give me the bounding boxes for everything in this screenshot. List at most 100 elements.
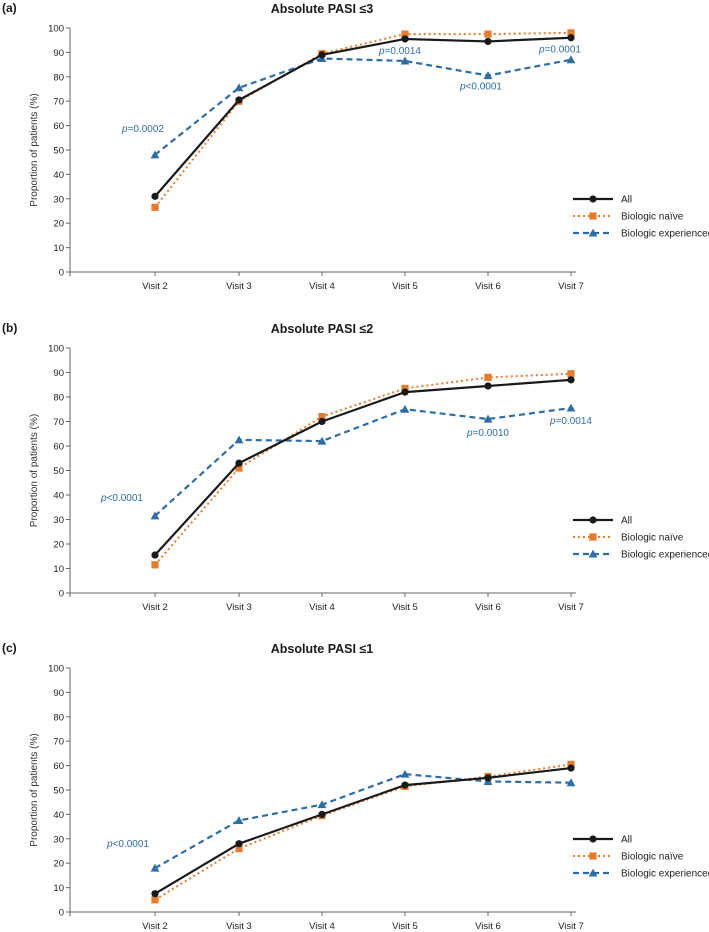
- y-tick-label: 30: [53, 515, 64, 526]
- point-biologic-experienced: [588, 868, 598, 877]
- y-tick-label: 80: [53, 712, 64, 723]
- point-biologic-experienced: [400, 404, 410, 413]
- point-biologic-experienced: [234, 435, 244, 444]
- series-experienced: [150, 769, 576, 872]
- p-value-annotation: p<0.0001: [106, 839, 149, 850]
- point-all: [567, 376, 575, 384]
- legend-label: Biologic naïve: [621, 212, 684, 223]
- y-tick-label: 90: [53, 368, 64, 379]
- x-tick-label: Visit 5: [392, 281, 418, 290]
- legend-item-all: All: [573, 835, 632, 846]
- point-biologic-naive: [567, 29, 575, 37]
- series-line-experienced: [154, 773, 572, 870]
- p-value-annotation: p=0.0014: [549, 416, 592, 427]
- x-tick-label: Visit 3: [226, 602, 252, 610]
- y-tick-label: 90: [53, 688, 64, 699]
- series-line-all: [154, 378, 572, 556]
- y-tick-label: 10: [53, 564, 64, 575]
- point-all: [484, 37, 492, 46]
- y-tick-label: 10: [53, 883, 64, 894]
- p-symbol: p: [121, 124, 128, 135]
- p-value: =0.0001: [545, 45, 582, 56]
- x-tick-label: Visit 3: [226, 281, 252, 290]
- y-tick-label: 50: [53, 146, 64, 157]
- series-line-naive: [154, 372, 572, 566]
- x-tick-label: Visit 2: [142, 921, 168, 932]
- x-tick-label: Visit 7: [558, 602, 584, 610]
- series-line-all: [154, 36, 572, 198]
- point-all: [401, 781, 409, 789]
- point-all: [235, 459, 243, 467]
- panel-label: (a): [2, 1, 17, 15]
- y-tick-label: 0: [59, 589, 64, 600]
- y-tick-label: 30: [53, 194, 64, 205]
- x-tick-label: Visit 6: [475, 602, 501, 610]
- p-value-annotation: p<0.0001: [100, 493, 143, 504]
- p-value-annotation: p<0.0001: [459, 82, 502, 93]
- series-all: [151, 764, 575, 898]
- p-value: =0.0014: [385, 46, 422, 57]
- p-value: =0.0014: [556, 416, 593, 427]
- p-value: <0.0001: [466, 82, 503, 93]
- p-symbol: p: [100, 493, 107, 504]
- point-all: [235, 840, 243, 848]
- legend-item-all: All: [573, 195, 632, 206]
- series-all: [151, 34, 575, 200]
- point-biologic-naive: [151, 896, 159, 904]
- point-biologic-naive: [401, 30, 409, 38]
- point-all: [318, 417, 326, 426]
- series-line-naive: [154, 763, 572, 901]
- series-line-experienced: [154, 406, 572, 517]
- point-all: [151, 890, 159, 898]
- point-biologic-naive: [235, 464, 243, 472]
- y-tick-label: 60: [53, 121, 64, 132]
- point-all: [318, 810, 326, 818]
- x-tick-label: Visit 5: [392, 602, 418, 610]
- y-tick-label: 10: [53, 243, 64, 254]
- legend-label: Biologic experienced: [621, 550, 709, 561]
- y-tick-label: 80: [53, 72, 64, 83]
- x-tick-label: Visit 2: [142, 281, 168, 290]
- p-value: <0.0001: [107, 493, 144, 504]
- point-biologic-experienced: [150, 863, 160, 872]
- point-all: [484, 774, 492, 782]
- point-biologic-naive: [151, 203, 159, 211]
- y-tick-label: 30: [53, 834, 64, 845]
- p-symbol: p: [106, 839, 113, 850]
- point-biologic-experienced: [234, 83, 244, 92]
- point-biologic-experienced: [566, 55, 576, 64]
- x-tick-label: Visit 4: [309, 921, 335, 932]
- y-tick-label: 50: [53, 786, 64, 797]
- y-tick-label: 20: [53, 540, 64, 551]
- point-biologic-experienced: [317, 436, 327, 445]
- series-line-experienced: [154, 57, 572, 156]
- point-biologic-experienced: [317, 800, 327, 809]
- legend: All Biologic naïve Biologic experienced: [573, 516, 709, 561]
- chart-panel-b: (b) Absolute PASI ≤2 0 10 20 30 40 50 60 70 80 90 10…: [2, 321, 709, 610]
- point-biologic-naive: [151, 561, 159, 569]
- point-all: [235, 96, 243, 104]
- y-tick-label: 0: [59, 908, 64, 919]
- p-value-annotation: p=0.0001: [538, 45, 581, 56]
- point-biologic-naive: [484, 30, 492, 38]
- y-tick-label: 60: [53, 442, 64, 453]
- point-biologic-naive: [567, 760, 575, 768]
- y-tick-label: 70: [53, 417, 64, 428]
- series-all: [151, 376, 575, 559]
- point-all: [401, 35, 409, 43]
- legend-item-all: All: [573, 516, 632, 527]
- panel-label: (c): [2, 641, 17, 655]
- point-all: [567, 34, 575, 42]
- y-tick-label: 40: [53, 810, 64, 821]
- legend: All Biologic naïve Biologic experienced: [573, 195, 709, 240]
- p-symbol: p: [549, 416, 556, 427]
- point-all: [401, 388, 409, 396]
- x-tick-label: Visit 4: [309, 281, 335, 290]
- point-biologic-experienced: [400, 56, 410, 65]
- x-tick-label: Visit 5: [392, 921, 418, 932]
- p-value-annotation: p=0.0010: [466, 428, 509, 439]
- point-all: [589, 835, 597, 843]
- series-experienced: [150, 54, 576, 159]
- p-symbol: p: [378, 46, 385, 57]
- legend-item-naive: Biologic naïve: [573, 533, 684, 544]
